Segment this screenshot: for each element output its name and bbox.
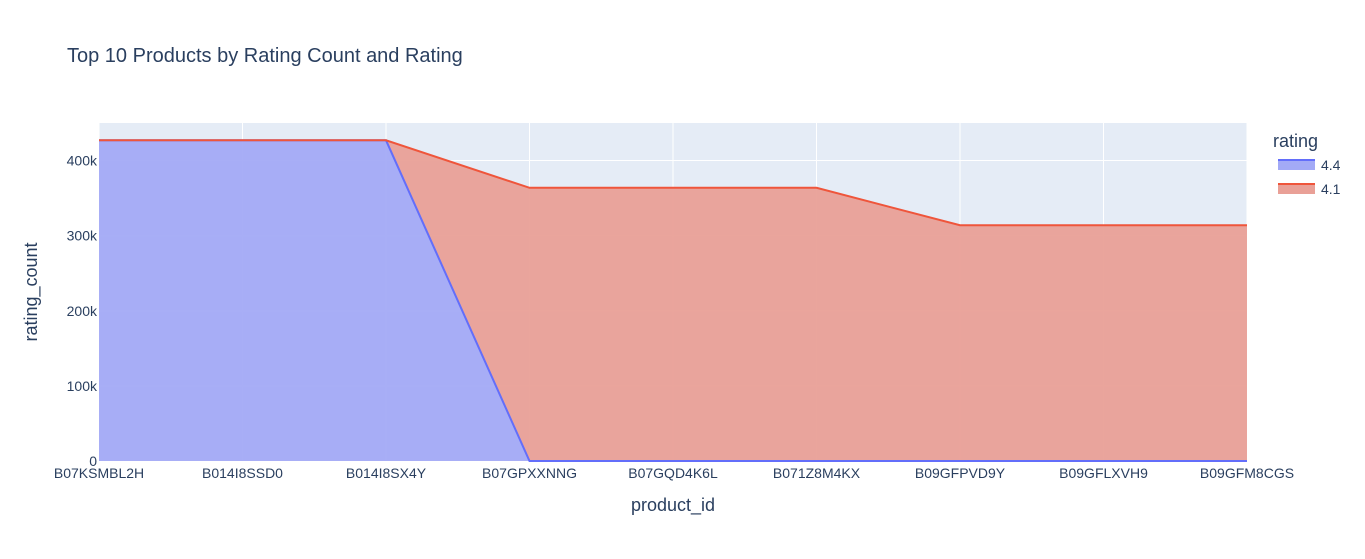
- x-tick-label: B07KSMBL2H: [54, 465, 144, 481]
- x-axis-title: product_id: [631, 495, 715, 516]
- x-axis-ticks: B07KSMBL2H B014I8SSD0 B014I8SX4Y B07GPXXNNG…: [54, 465, 1294, 481]
- legend-label: 4.1: [1321, 181, 1341, 197]
- legend-label: 4.4: [1321, 157, 1341, 173]
- x-tick-label: B07GQD4K6L: [628, 465, 718, 481]
- y-tick-label: 400k: [67, 153, 98, 169]
- y-tick-label: 300k: [67, 228, 98, 244]
- area-fill-4-4: [99, 140, 1247, 461]
- x-tick-label: B07GPXXNNG: [482, 465, 577, 481]
- legend: rating 4.4 4.1: [1273, 131, 1341, 197]
- y-tick-label: 0: [89, 453, 97, 469]
- y-axis-ticks: 0 100k 200k 300k 400k: [67, 153, 98, 469]
- x-tick-label: B09GFPVD9Y: [915, 465, 1006, 481]
- x-tick-label: B014I8SX4Y: [346, 465, 427, 481]
- x-tick-label: B09GFM8CGS: [1200, 465, 1294, 481]
- x-tick-label: B071Z8M4KX: [773, 465, 861, 481]
- legend-swatch: [1278, 160, 1315, 170]
- x-tick-label: B09GFLXVH9: [1059, 465, 1148, 481]
- x-tick-label: B014I8SSD0: [202, 465, 283, 481]
- area-fill-4-1: [99, 140, 1247, 461]
- legend-swatch: [1278, 184, 1315, 194]
- series-lines: [98, 139, 1248, 462]
- area-series: [99, 140, 1247, 461]
- y-axis-title: rating_count: [21, 242, 42, 341]
- y-tick-label: 100k: [67, 378, 98, 394]
- legend-title: rating: [1273, 131, 1318, 151]
- y-tick-label: 200k: [67, 303, 98, 319]
- chart-title: Top 10 Products by Rating Count and Rati…: [67, 45, 463, 67]
